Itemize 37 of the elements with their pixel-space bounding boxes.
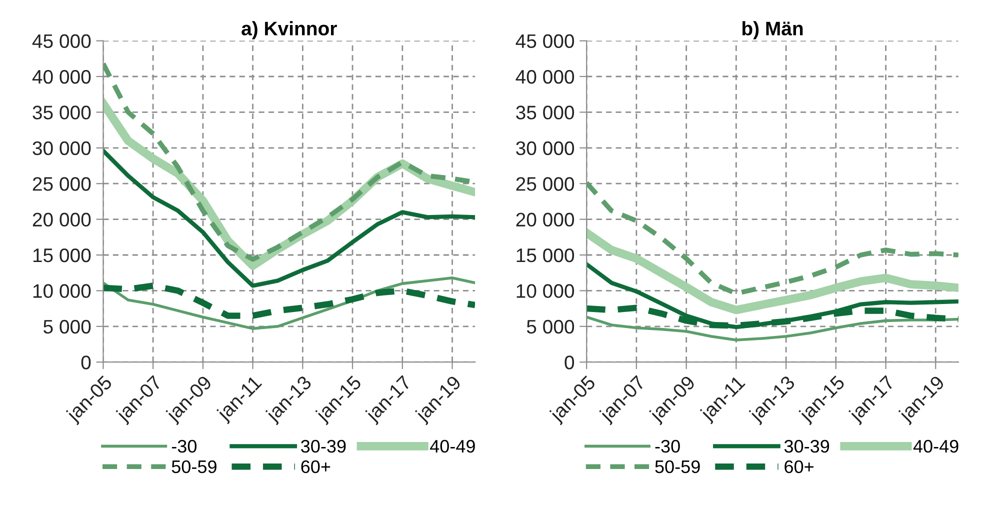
y-tick-label: 15 000 [33,248,91,262]
y-tick-label: 45 000 [32,34,91,48]
line-series [586,316,958,342]
y-tick-label: 35 000 [32,106,91,120]
y-tick-label: 20 000 [32,212,91,227]
legend-label: 60+ [784,460,814,474]
y-tick-label: 0 [564,356,574,370]
y-tick-label: 10 000 [33,284,91,298]
legend-label: 60+ [301,460,330,474]
legend-label: 30-39 [301,440,346,453]
legend-label: 30-39 [784,440,830,453]
chart-title: a) Kvinnor [242,21,337,40]
legend-label: 40-49 [430,440,475,453]
legend-label: -30 [655,440,680,453]
y-tick-label: 5 000 [44,320,91,334]
line-series [586,180,958,296]
chart-title: b) Män [742,21,803,40]
legend-label: 50-59 [655,460,700,474]
y-tick-label: 15 000 [516,248,574,262]
y-tick-label: 30 000 [32,141,91,156]
y-tick-label: 20 000 [516,212,574,227]
legend-label: -30 [172,440,197,453]
y-tick-label: 25 000 [32,177,91,191]
legend-label: 50-59 [172,460,216,474]
line-series [103,148,476,288]
line-series [586,262,958,330]
y-tick-label: 5 000 [526,320,574,334]
line-series [103,276,476,330]
y-tick-label: 25 000 [516,177,574,191]
y-tick-label: 30 000 [516,141,574,156]
legend-label: 40-49 [913,440,958,453]
y-tick-label: 35 000 [516,106,574,120]
y-tick-label: 45 000 [516,34,574,48]
y-tick-label: 10 000 [516,284,574,298]
y-tick-label: 40 000 [32,70,91,84]
y-tick-label: 0 [81,356,91,370]
y-tick-label: 40 000 [516,70,574,84]
